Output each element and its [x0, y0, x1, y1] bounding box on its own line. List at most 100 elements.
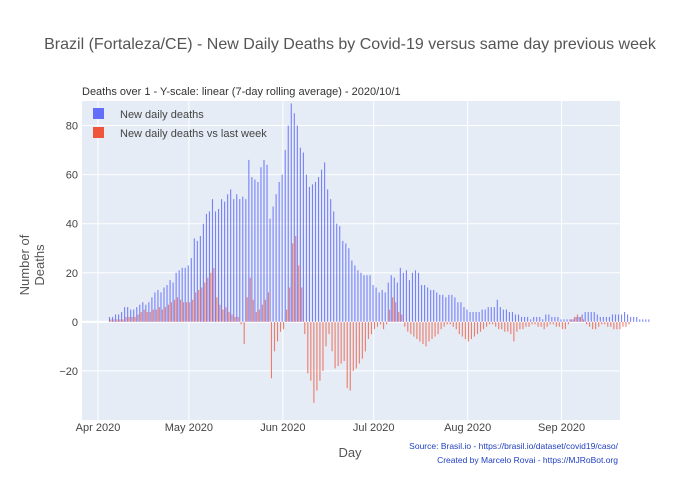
bar-vs-last-week[interactable] — [119, 319, 121, 322]
bar-vs-last-week[interactable] — [392, 297, 394, 322]
bar-vs-last-week[interactable] — [398, 312, 400, 322]
bar-new-daily-deaths[interactable] — [554, 316, 556, 322]
bar-new-daily-deaths[interactable] — [287, 125, 289, 322]
bar-new-daily-deaths[interactable] — [272, 206, 274, 322]
bar-new-daily-deaths[interactable] — [396, 282, 398, 322]
bar-new-daily-deaths[interactable] — [617, 314, 620, 322]
series-new-daily-deaths[interactable] — [108, 103, 650, 322]
bar-vs-last-week[interactable] — [592, 321, 594, 330]
bar-new-daily-deaths[interactable] — [433, 289, 435, 322]
bar-new-daily-deaths[interactable] — [245, 199, 247, 322]
bar-new-daily-deaths[interactable] — [169, 280, 171, 322]
bar-vs-last-week[interactable] — [601, 321, 603, 325]
bar-vs-last-week[interactable] — [573, 316, 576, 322]
bar-new-daily-deaths[interactable] — [175, 272, 177, 322]
bar-new-daily-deaths[interactable] — [242, 196, 244, 322]
bar-new-daily-deaths[interactable] — [508, 312, 510, 322]
bar-new-daily-deaths[interactable] — [145, 304, 147, 322]
bar-new-daily-deaths[interactable] — [624, 312, 626, 322]
bar-new-daily-deaths[interactable] — [139, 304, 141, 322]
bar-new-daily-deaths[interactable] — [148, 302, 150, 322]
bar-new-daily-deaths[interactable] — [451, 294, 453, 322]
bar-new-daily-deaths[interactable] — [378, 292, 380, 322]
bar-vs-last-week[interactable] — [401, 314, 403, 322]
bar-new-daily-deaths[interactable] — [324, 162, 326, 322]
bar-new-daily-deaths[interactable] — [505, 309, 507, 322]
bar-vs-last-week[interactable] — [379, 321, 382, 325]
bar-new-daily-deaths[interactable] — [196, 240, 198, 322]
bar-vs-last-week[interactable] — [407, 321, 409, 332]
bar-new-daily-deaths[interactable] — [121, 312, 123, 322]
bar-new-daily-deaths[interactable] — [533, 316, 535, 322]
bar-new-daily-deaths[interactable] — [521, 316, 523, 322]
bar-vs-last-week[interactable] — [364, 321, 366, 352]
bar-vs-last-week[interactable] — [334, 321, 336, 369]
bar-new-daily-deaths[interactable] — [336, 223, 338, 322]
bar-new-daily-deaths[interactable] — [314, 181, 317, 322]
bar-vs-last-week[interactable] — [352, 321, 354, 371]
bar-new-daily-deaths[interactable] — [417, 272, 420, 322]
bar-new-daily-deaths[interactable] — [399, 267, 401, 322]
bar-vs-last-week[interactable] — [237, 316, 239, 322]
bar-new-daily-deaths[interactable] — [333, 211, 335, 322]
bar-vs-last-week[interactable] — [125, 316, 127, 322]
bar-vs-last-week[interactable] — [113, 319, 115, 322]
bar-new-daily-deaths[interactable] — [539, 316, 541, 322]
bar-new-daily-deaths[interactable] — [478, 312, 480, 322]
bar-vs-last-week[interactable] — [270, 321, 273, 379]
bar-vs-last-week[interactable] — [449, 321, 451, 325]
bar-vs-last-week[interactable] — [434, 321, 436, 337]
bar-vs-last-week[interactable] — [458, 321, 460, 335]
bar-vs-last-week[interactable] — [328, 321, 330, 335]
bar-new-daily-deaths[interactable] — [514, 314, 517, 322]
bar-vs-last-week[interactable] — [546, 321, 548, 327]
bar-new-daily-deaths[interactable] — [299, 147, 301, 322]
bar-vs-last-week[interactable] — [170, 302, 173, 322]
bar-new-daily-deaths[interactable] — [342, 240, 344, 322]
bar-vs-last-week[interactable] — [243, 321, 245, 344]
bar-vs-last-week[interactable] — [595, 321, 597, 330]
bar-vs-last-week[interactable] — [564, 321, 566, 330]
bar-new-daily-deaths[interactable] — [427, 287, 429, 322]
bar-vs-last-week[interactable] — [519, 321, 521, 330]
bar-new-daily-deaths[interactable] — [366, 275, 368, 322]
bar-new-daily-deaths[interactable] — [257, 181, 259, 322]
bar-vs-last-week[interactable] — [531, 321, 533, 325]
bar-new-daily-deaths[interactable] — [321, 169, 323, 322]
bar-new-daily-deaths[interactable] — [584, 312, 586, 322]
bar-vs-last-week[interactable] — [252, 299, 254, 322]
bar-vs-last-week[interactable] — [176, 297, 179, 322]
bar-vs-last-week[interactable] — [255, 312, 257, 322]
bar-new-daily-deaths[interactable] — [384, 292, 386, 322]
bar-vs-last-week[interactable] — [158, 307, 160, 322]
bar-new-daily-deaths[interactable] — [442, 294, 444, 322]
bar-new-daily-deaths[interactable] — [327, 189, 329, 322]
bar-new-daily-deaths[interactable] — [284, 150, 286, 322]
bar-new-daily-deaths[interactable] — [251, 177, 253, 322]
bar-new-daily-deaths[interactable] — [172, 282, 174, 322]
bar-vs-last-week[interactable] — [116, 319, 118, 322]
bar-vs-last-week[interactable] — [373, 321, 376, 330]
bar-new-daily-deaths[interactable] — [351, 260, 353, 322]
bar-vs-last-week[interactable] — [146, 312, 148, 322]
legend-swatch-new-daily-deaths[interactable] — [93, 108, 104, 119]
bar-new-daily-deaths[interactable] — [208, 211, 211, 322]
bar-vs-last-week[interactable] — [516, 321, 518, 332]
bar-new-daily-deaths[interactable] — [602, 316, 604, 322]
bar-new-daily-deaths[interactable] — [345, 243, 347, 322]
bar-new-daily-deaths[interactable] — [330, 199, 332, 322]
bar-vs-last-week[interactable] — [210, 272, 212, 322]
bar-new-daily-deaths[interactable] — [475, 312, 477, 322]
bar-new-daily-deaths[interactable] — [390, 275, 392, 322]
bar-vs-last-week[interactable] — [267, 292, 269, 322]
bar-new-daily-deaths[interactable] — [599, 316, 601, 322]
bar-vs-last-week[interactable] — [461, 321, 463, 337]
bar-vs-last-week[interactable] — [216, 297, 218, 322]
credit-link[interactable]: Created by Marcelo Rovai - https://MJRoB… — [437, 455, 618, 465]
bar-new-daily-deaths[interactable] — [524, 316, 526, 322]
bar-vs-last-week[interactable] — [610, 321, 612, 327]
bar-vs-last-week[interactable] — [410, 321, 412, 335]
bar-new-daily-deaths[interactable] — [293, 113, 295, 322]
bar-vs-last-week[interactable] — [337, 321, 339, 367]
bar-vs-last-week[interactable] — [280, 321, 282, 332]
